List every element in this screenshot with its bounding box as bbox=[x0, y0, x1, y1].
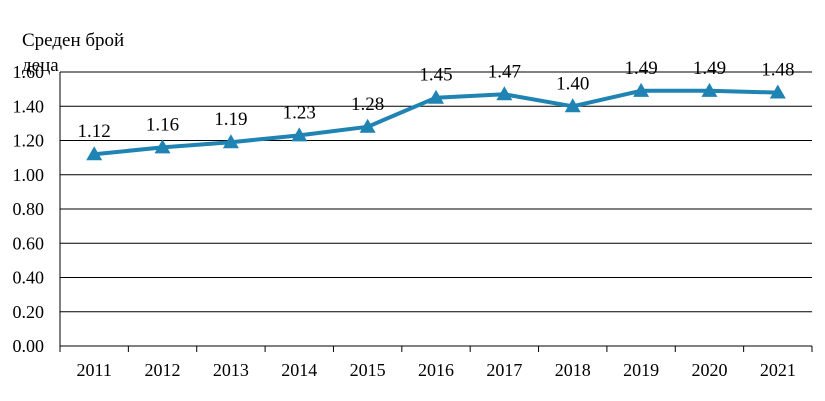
x-tick-label: 2012 bbox=[145, 360, 181, 380]
x-tick-label: 2014 bbox=[281, 360, 317, 380]
y-tick-label: 0.60 bbox=[13, 233, 45, 253]
y-tick-label: 1.40 bbox=[13, 96, 45, 116]
data-labels: 1.12 1.16 1.19 1.23 1.28 1.45 1.47 1.40 1.49 1.49… bbox=[78, 58, 795, 142]
data-point-marker bbox=[359, 118, 376, 133]
x-tick-label: 2013 bbox=[213, 360, 249, 380]
y-tick-label: 1.60 bbox=[13, 62, 45, 82]
data-label: 1.16 bbox=[146, 114, 179, 135]
x-tick-label: 2021 bbox=[760, 360, 796, 380]
y-tick-label: 0.00 bbox=[13, 336, 45, 356]
y-tick-label: 1.20 bbox=[13, 131, 45, 151]
data-point-marker bbox=[154, 139, 171, 154]
data-label: 1.28 bbox=[351, 94, 384, 115]
axes bbox=[59, 72, 813, 352]
data-label: 1.49 bbox=[693, 58, 726, 79]
x-tick-label: 2011 bbox=[77, 360, 112, 380]
data-label: 1.40 bbox=[556, 73, 589, 94]
data-label: 1.23 bbox=[283, 102, 316, 123]
grid-lines bbox=[60, 71, 812, 347]
data-point-marker bbox=[496, 86, 513, 101]
x-tick-label: 2017 bbox=[486, 360, 522, 380]
data-point-marker bbox=[633, 82, 650, 97]
x-tick-label: 2015 bbox=[350, 360, 386, 380]
data-point-marker bbox=[222, 134, 239, 149]
data-label: 1.47 bbox=[488, 61, 521, 82]
data-point-marker bbox=[769, 84, 786, 99]
data-label: 1.12 bbox=[78, 121, 111, 142]
x-tick-labels: 2011 2012 2013 2014 2015 2016 2017 2018 2019 2020… bbox=[77, 360, 796, 380]
y-tick-label: 1.00 bbox=[13, 165, 45, 185]
series-markers bbox=[86, 82, 786, 161]
y-tick-label: 0.40 bbox=[13, 268, 45, 288]
x-tick-label: 2018 bbox=[555, 360, 591, 380]
y-tick-label: 0.20 bbox=[13, 302, 45, 322]
x-tick-label: 2020 bbox=[691, 360, 727, 380]
data-point-marker bbox=[428, 89, 444, 104]
data-point-marker bbox=[291, 127, 308, 142]
data-point-marker bbox=[564, 98, 581, 113]
data-label: 1.48 bbox=[761, 60, 794, 81]
data-point-marker bbox=[86, 146, 103, 161]
x-tick-label: 2016 bbox=[418, 360, 454, 380]
data-label: 1.19 bbox=[214, 109, 247, 130]
data-label: 1.49 bbox=[624, 58, 657, 79]
y-tick-label: 0.80 bbox=[13, 199, 45, 219]
data-label: 1.45 bbox=[419, 65, 452, 86]
y-axis-title: Среден брой деца bbox=[22, 30, 125, 76]
x-tick-label: 2019 bbox=[623, 360, 659, 380]
y-tick-labels: 0.00 0.20 0.40 0.60 0.80 1.00 1.20 1.40 1.60 bbox=[13, 62, 45, 356]
data-point-marker bbox=[701, 82, 718, 97]
